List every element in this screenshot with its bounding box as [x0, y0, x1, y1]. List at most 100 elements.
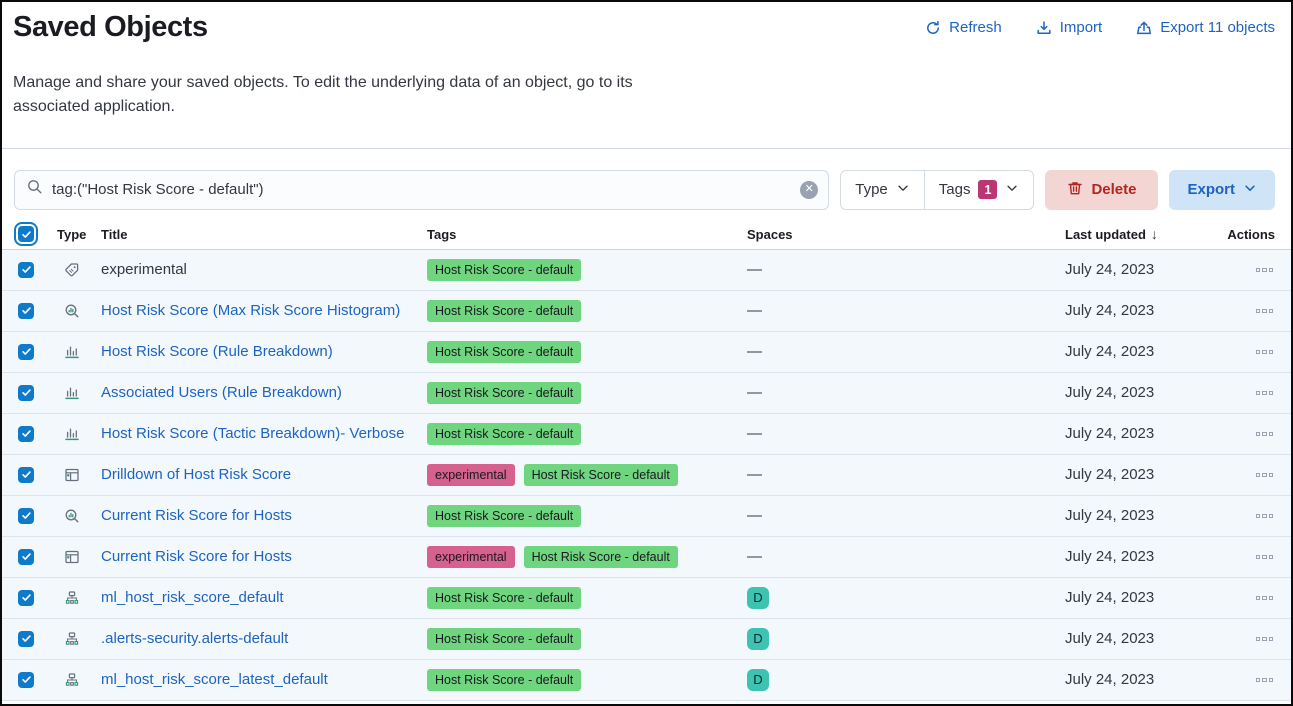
export-selected-button[interactable]: Export [1169, 169, 1275, 210]
trash-icon [1067, 180, 1083, 200]
tags-cell: Host Risk Score - default [427, 422, 747, 445]
last-updated-value: July 24, 2023 [1065, 302, 1155, 320]
tags-cell: experimental Host Risk Score - default [427, 545, 747, 568]
column-last-updated[interactable]: Last updated ↓ [1065, 226, 1158, 243]
table-row: Host Risk Score (Tactic Breakdown)- Verb… [2, 413, 1291, 455]
table-row: Host Risk Score (Rule Breakdown) Host Ri… [2, 331, 1291, 373]
table-row: Current Risk Score for Hosts Host Risk S… [2, 495, 1291, 537]
spaces-cell: — [747, 507, 1065, 525]
no-spaces-dash: — [747, 506, 762, 524]
actions-menu-icon[interactable] [1254, 387, 1276, 400]
tags-cell: Host Risk Score - default [427, 381, 747, 404]
last-updated-value: July 24, 2023 [1065, 507, 1155, 525]
object-title-link[interactable]: ml_host_risk_score_latest_default [101, 671, 328, 689]
delete-button[interactable]: Delete [1045, 169, 1159, 210]
actions-menu-icon[interactable] [1254, 674, 1276, 687]
actions-menu-icon[interactable] [1254, 346, 1276, 359]
import-button[interactable]: Import [1036, 19, 1102, 36]
actions-menu-icon[interactable] [1254, 305, 1276, 318]
table-row: Current Risk Score for Hosts experimenta… [2, 536, 1291, 578]
row-checkbox[interactable] [18, 589, 34, 606]
tag-badge: Host Risk Score - default [427, 668, 582, 691]
row-checkbox[interactable] [18, 630, 34, 647]
object-title-link[interactable]: Host Risk Score (Max Risk Score Histogra… [101, 302, 401, 320]
tag-icon [64, 262, 101, 278]
select-all-checkbox[interactable] [18, 226, 34, 243]
row-checkbox[interactable] [18, 302, 34, 319]
refresh-button[interactable]: Refresh [925, 19, 1002, 36]
tags-cell: Host Risk Score - default [427, 668, 747, 691]
row-checkbox[interactable] [18, 507, 34, 524]
spaces-cell: — [747, 261, 1065, 279]
actions-menu-icon[interactable] [1254, 428, 1276, 441]
row-checkbox[interactable] [18, 466, 34, 483]
space-badge: D [747, 586, 769, 609]
last-updated-value: July 24, 2023 [1065, 425, 1155, 443]
tag-badge: Host Risk Score - default [523, 463, 678, 486]
tags-cell: Host Risk Score - default [427, 258, 747, 281]
type-filter-button[interactable]: Type [841, 171, 924, 209]
search-icon [27, 179, 43, 200]
row-checkbox[interactable] [18, 343, 34, 360]
tags-cell: experimental Host Risk Score - default [427, 463, 747, 486]
page-title: Saved Objects [13, 11, 208, 43]
saved-objects-table: Type Title Tags Spaces Last updated ↓ Ac… [2, 220, 1291, 701]
object-title-link[interactable]: Host Risk Score (Rule Breakdown) [101, 343, 333, 361]
row-checkbox[interactable] [18, 671, 34, 688]
last-updated-value: July 24, 2023 [1065, 384, 1155, 402]
no-spaces-dash: — [747, 465, 762, 483]
column-title: Title [101, 226, 128, 242]
object-title-link[interactable]: .alerts-security.alerts-default [101, 630, 289, 648]
export-all-button[interactable]: Export 11 objects [1136, 19, 1275, 36]
row-checkbox[interactable] [18, 384, 34, 401]
object-title-link[interactable]: Drilldown of Host Risk Score [101, 466, 292, 484]
actions-menu-icon[interactable] [1254, 469, 1276, 482]
space-badge: D [747, 668, 769, 691]
spaces-cell: — [747, 425, 1065, 443]
last-updated-value: July 24, 2023 [1065, 630, 1155, 648]
last-updated-value: July 24, 2023 [1065, 343, 1155, 361]
object-title-link[interactable]: Current Risk Score for Hosts [101, 548, 292, 566]
last-updated-value: July 24, 2023 [1065, 548, 1155, 566]
object-title-link[interactable]: ml_host_risk_score_default [101, 589, 284, 607]
actions-menu-icon[interactable] [1254, 592, 1276, 605]
object-title-link[interactable]: Host Risk Score (Tactic Breakdown)- Verb… [101, 425, 405, 443]
filter-group: Type Tags 1 [840, 169, 1035, 210]
sort-descending-icon: ↓ [1150, 226, 1158, 243]
actions-menu-icon[interactable] [1254, 551, 1276, 564]
last-updated-value: July 24, 2023 [1065, 261, 1155, 279]
object-title-link[interactable]: Current Risk Score for Hosts [101, 507, 292, 525]
row-checkbox[interactable] [18, 425, 34, 442]
spaces-cell: — [747, 384, 1065, 402]
dashboard-icon [64, 549, 101, 565]
actions-menu-icon[interactable] [1254, 264, 1276, 277]
actions-menu-icon[interactable] [1254, 633, 1276, 646]
search-input[interactable] [52, 181, 792, 199]
table-row: Drilldown of Host Risk Score experimenta… [2, 454, 1291, 496]
object-title-text: experimental [101, 261, 187, 279]
dashboard-icon [64, 467, 101, 483]
table-row: Host Risk Score (Max Risk Score Histogra… [2, 290, 1291, 332]
no-spaces-dash: — [747, 547, 762, 565]
row-checkbox[interactable] [18, 261, 34, 278]
space-badge: D [747, 627, 769, 650]
row-checkbox[interactable] [18, 548, 34, 565]
search-box: ✕ [14, 169, 830, 210]
actions-menu-icon[interactable] [1254, 510, 1276, 523]
column-actions: Actions [1227, 226, 1275, 242]
clear-search-icon[interactable]: ✕ [800, 180, 819, 199]
tag-badge: Host Risk Score - default [427, 299, 582, 322]
tag-badge: Host Risk Score - default [523, 545, 678, 568]
tags-count-badge: 1 [978, 180, 998, 200]
object-title-link[interactable]: Associated Users (Rule Breakdown) [101, 384, 342, 402]
last-updated-value: July 24, 2023 [1065, 671, 1155, 689]
visualization-icon [64, 426, 101, 442]
spaces-cell: — [747, 548, 1065, 566]
tag-badge: experimental [427, 545, 515, 568]
chevron-down-icon [1005, 181, 1019, 199]
visualization-icon [64, 385, 101, 401]
tags-filter-button[interactable]: Tags 1 [925, 171, 1034, 209]
tag-badge: Host Risk Score - default [427, 504, 582, 527]
refresh-icon [925, 20, 941, 36]
